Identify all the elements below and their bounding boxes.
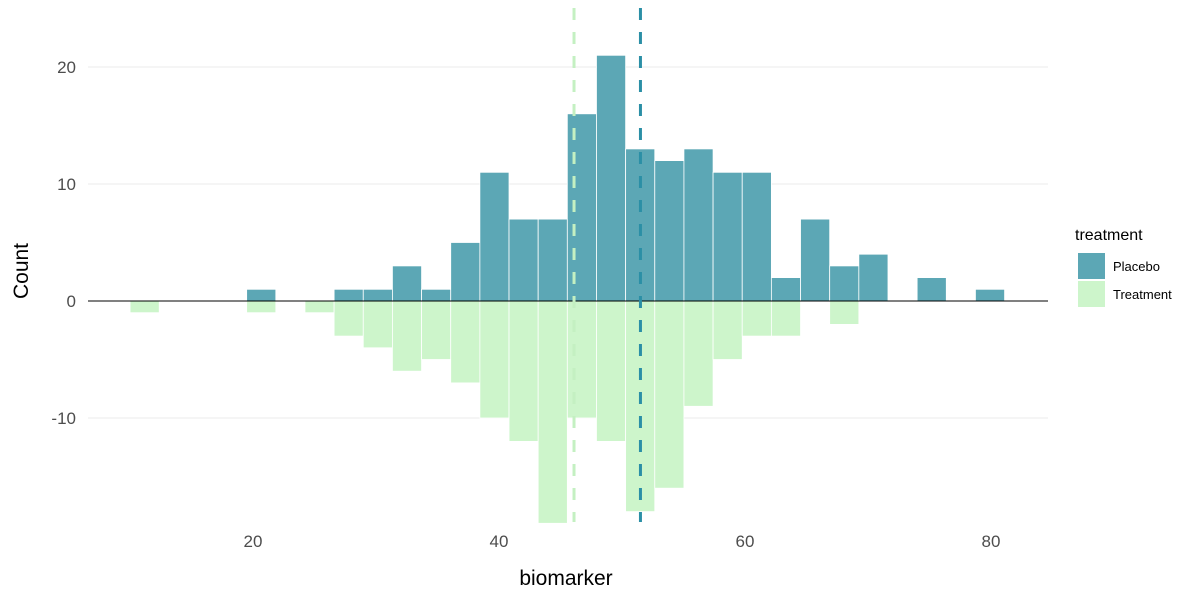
- bar-treatment: [362, 300, 393, 349]
- bar-treatment: [712, 300, 743, 360]
- bar-placebo: [829, 265, 860, 302]
- bar-placebo: [392, 265, 422, 302]
- legend-label-placebo: Placebo: [1113, 259, 1160, 274]
- bar-placebo: [566, 113, 597, 302]
- x-axis-ticks: 20 40 60 80: [244, 532, 1001, 551]
- x-tick-label: 60: [736, 532, 755, 551]
- bar-placebo: [683, 148, 714, 302]
- bars: [129, 54, 1005, 524]
- bar-placebo: [333, 288, 364, 302]
- bar-treatment: [246, 300, 277, 314]
- bar-placebo: [508, 218, 539, 302]
- x-tick-label: 20: [244, 532, 263, 551]
- bar-treatment: [566, 300, 597, 419]
- y-tick-label: 20: [57, 58, 76, 77]
- bar-treatment: [392, 300, 422, 372]
- bar-treatment: [770, 300, 801, 337]
- bar-placebo: [246, 288, 277, 302]
- bar-treatment: [421, 300, 452, 360]
- bar-placebo: [975, 288, 1005, 302]
- x-tick-label: 80: [982, 532, 1001, 551]
- bar-treatment: [596, 300, 627, 442]
- bar-treatment: [741, 300, 772, 337]
- bar-placebo: [596, 54, 627, 302]
- x-axis-label: biomarker: [519, 567, 612, 590]
- bar-placebo: [741, 171, 772, 302]
- legend-key-treatment: [1078, 281, 1105, 307]
- bar-placebo: [421, 288, 452, 302]
- y-axis-label: Count: [10, 243, 33, 299]
- bar-placebo: [654, 160, 685, 302]
- bar-treatment: [654, 300, 685, 489]
- bar-treatment: [537, 300, 568, 524]
- bar-placebo: [479, 171, 510, 302]
- bar-placebo: [770, 277, 801, 302]
- legend-key-placebo: [1078, 253, 1105, 279]
- legend-title: treatment: [1075, 227, 1143, 244]
- bar-treatment: [333, 300, 364, 337]
- bar-treatment: [829, 300, 860, 325]
- bar-placebo: [916, 277, 947, 302]
- y-axis-ticks: -10 0 10 20: [51, 58, 76, 428]
- bar-treatment: [129, 300, 160, 314]
- bar-placebo: [537, 218, 568, 302]
- bar-placebo: [858, 253, 889, 302]
- bar-treatment: [683, 300, 714, 407]
- bar-placebo: [712, 171, 743, 302]
- bar-placebo: [362, 288, 393, 302]
- y-tick-label: 10: [57, 175, 76, 194]
- bar-placebo: [450, 242, 481, 302]
- bar-treatment: [304, 300, 335, 314]
- legend-label-treatment: Treatment: [1113, 287, 1172, 302]
- bar-treatment: [479, 300, 510, 419]
- y-tick-label: -10: [51, 409, 76, 428]
- bar-treatment: [625, 300, 656, 513]
- y-tick-label: 0: [67, 292, 76, 311]
- legend: treatment Placebo Treatment: [1075, 227, 1172, 307]
- bar-treatment: [450, 300, 481, 384]
- bar-placebo: [800, 218, 831, 302]
- x-tick-label: 40: [490, 532, 509, 551]
- bar-treatment: [508, 300, 539, 442]
